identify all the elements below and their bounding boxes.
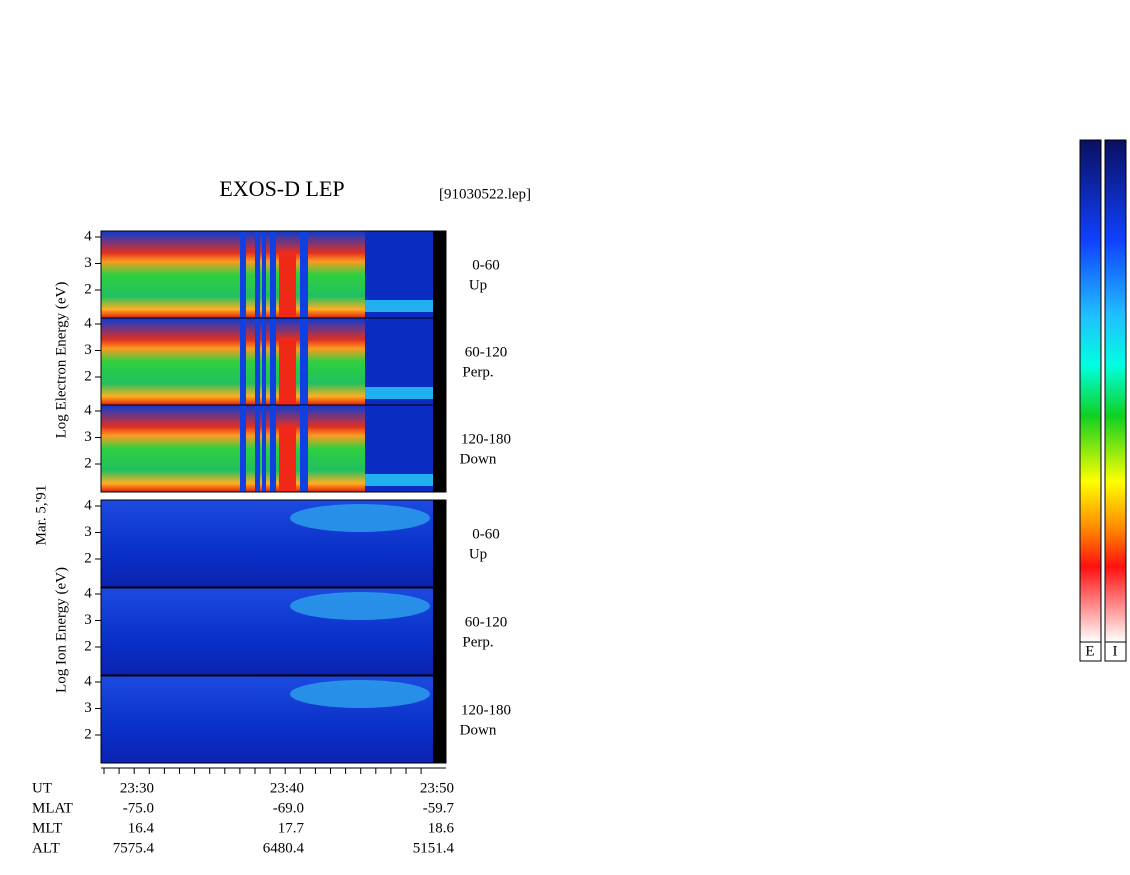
color-bar-label: I xyxy=(1113,643,1118,659)
y-tick-label: 3 xyxy=(84,429,92,445)
angle-range: 0-60 xyxy=(472,257,500,273)
y-tick-label: 3 xyxy=(84,700,92,716)
spectrogram-region xyxy=(240,318,246,405)
spectrogram-region xyxy=(279,251,296,318)
color-bar xyxy=(1079,139,1102,643)
direction: Up xyxy=(469,277,487,293)
spectrogram-region xyxy=(279,425,296,492)
spectrogram-region xyxy=(240,405,246,492)
row-value: 5151.4 xyxy=(413,840,455,856)
y-tick-label: 2 xyxy=(84,726,92,742)
direction: Down xyxy=(460,451,497,467)
row-value: 18.6 xyxy=(428,820,455,836)
spectrogram-edge xyxy=(433,405,446,492)
direction: Perp. xyxy=(462,364,493,380)
y-tick-label: 3 xyxy=(84,255,92,271)
spectrogram-edge xyxy=(433,231,446,318)
spectrogram-edge xyxy=(433,588,446,675)
spectrogram-region xyxy=(290,504,430,532)
row-value: 23:30 xyxy=(120,780,154,796)
spectrogram-region xyxy=(240,231,246,318)
spectrogram-region xyxy=(262,318,266,405)
angle-range: 60-120 xyxy=(465,344,508,360)
panel-frame xyxy=(100,499,447,588)
y-tick-label: 2 xyxy=(84,638,92,654)
y-tick-label: 4 xyxy=(84,497,92,513)
spectrogram-edge xyxy=(433,500,446,587)
spectrogram-region xyxy=(300,318,308,405)
y-tick-label: 4 xyxy=(84,585,92,601)
angle-range: 0-60 xyxy=(472,526,500,542)
row-label: UT xyxy=(32,780,52,796)
color-bar-label: E xyxy=(1085,643,1094,659)
date: Mar. 5,'91 xyxy=(33,485,49,546)
spectrogram-region xyxy=(365,300,433,312)
angle-range: 120-180 xyxy=(461,702,511,718)
spectrogram-region xyxy=(300,231,308,318)
panel-frame xyxy=(100,675,447,764)
y-tick-label: 4 xyxy=(84,315,92,331)
spectrogram-region xyxy=(365,474,433,486)
y-tick-label: 3 xyxy=(84,612,92,628)
spectrogram-region xyxy=(255,318,260,405)
row-value: 16.4 xyxy=(128,820,155,836)
spectrogram-region xyxy=(290,680,430,708)
spectrogram-region xyxy=(255,405,260,492)
y-tick-label: 4 xyxy=(84,228,92,244)
row-value: 17.7 xyxy=(278,820,305,836)
row-label: ALT xyxy=(32,840,60,856)
spectrogram-edge xyxy=(433,318,446,405)
spectrogram-region xyxy=(290,592,430,620)
row-value: -75.0 xyxy=(123,800,154,816)
y-tick-label: 2 xyxy=(84,550,92,566)
row-value: 23:40 xyxy=(270,780,304,796)
spectrogram-edge xyxy=(433,676,446,763)
direction: Up xyxy=(469,546,487,562)
row-value: 7575.4 xyxy=(113,840,155,856)
spectrogram-region xyxy=(365,387,433,399)
electron-axis-label: Log Electron Energy (eV) xyxy=(53,282,69,439)
spectrogram-region xyxy=(270,231,276,318)
direction: Perp. xyxy=(462,634,493,650)
row-label: MLT xyxy=(32,820,62,836)
color-bar-box xyxy=(1079,641,1102,662)
row-label: MLAT xyxy=(32,800,73,816)
panel-frame xyxy=(100,587,447,676)
row-value: -69.0 xyxy=(273,800,304,816)
y-tick-label: 2 xyxy=(84,281,92,297)
spectrogram-region xyxy=(279,338,296,405)
spectrogram-region xyxy=(300,405,308,492)
spectrogram-region xyxy=(255,231,260,318)
y-tick-label: 3 xyxy=(84,524,92,540)
row-value: 6480.4 xyxy=(263,840,305,856)
title: EXOS-D LEP xyxy=(219,176,344,201)
y-tick-label: 4 xyxy=(84,673,92,689)
row-value: 23:50 xyxy=(420,780,454,796)
y-tick-label: 2 xyxy=(84,368,92,384)
spectrogram-region xyxy=(270,318,276,405)
file-name: [91030522.lep] xyxy=(439,186,531,202)
y-tick-label: 2 xyxy=(84,455,92,471)
direction: Down xyxy=(460,722,497,738)
spectrogram-region xyxy=(262,231,266,318)
panel-frame xyxy=(100,404,447,493)
color-bar xyxy=(1104,139,1127,643)
ion-axis-label: Log Ion Energy (eV) xyxy=(53,567,69,693)
row-value: -59.7 xyxy=(423,800,455,816)
y-tick-label: 4 xyxy=(84,402,92,418)
y-tick-label: 3 xyxy=(84,342,92,358)
spectrogram-region xyxy=(270,405,276,492)
color-bar-box xyxy=(1104,641,1127,662)
angle-range: 60-120 xyxy=(465,614,508,630)
spectrogram-region xyxy=(262,405,266,492)
angle-range: 120-180 xyxy=(461,431,511,447)
